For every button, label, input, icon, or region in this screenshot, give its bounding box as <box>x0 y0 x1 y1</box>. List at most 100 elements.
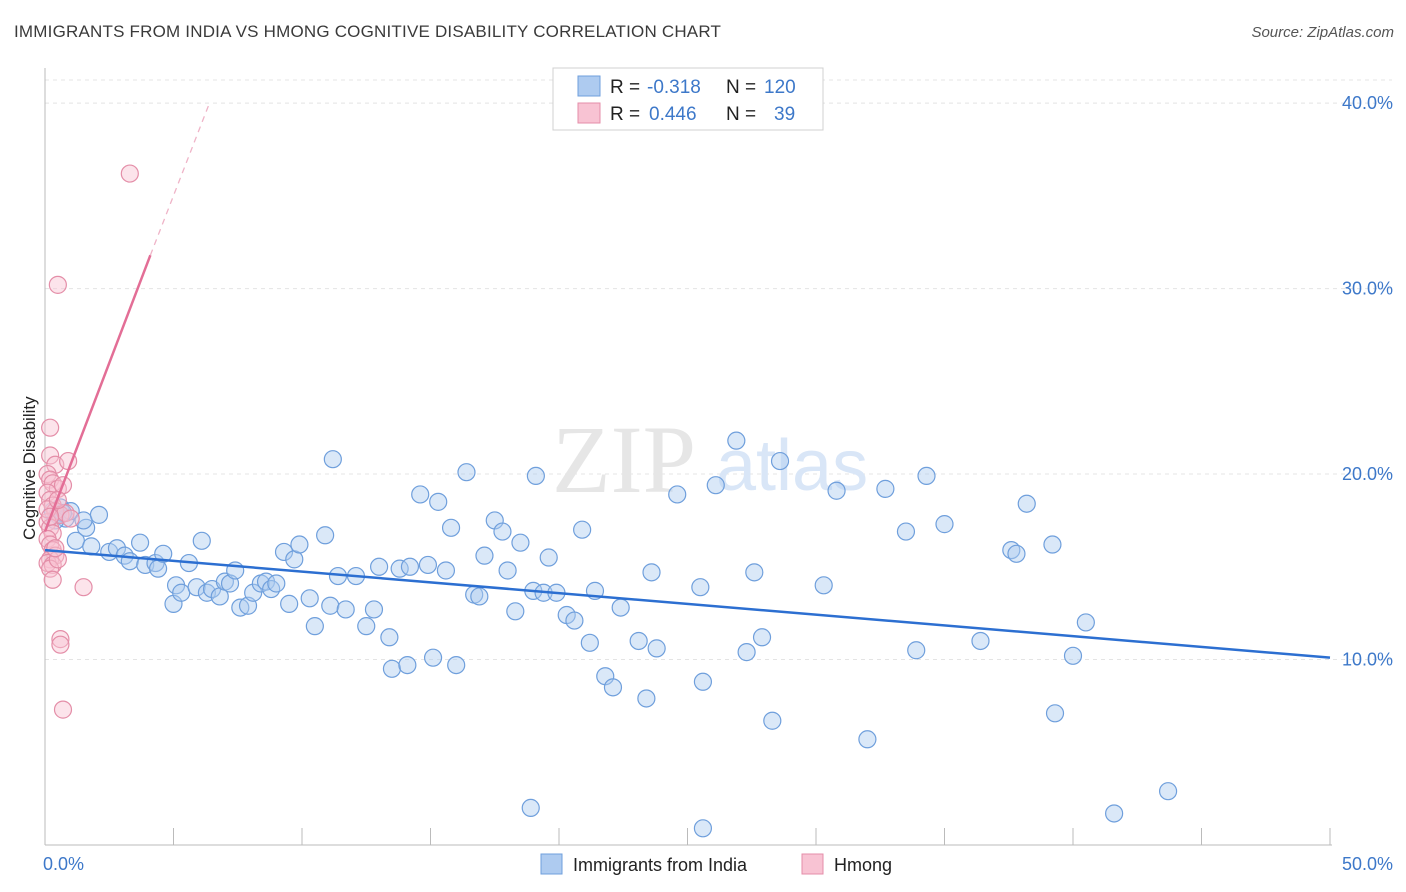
india-point-15 <box>120 552 139 571</box>
india-point-8 <box>77 518 96 537</box>
india-point-69 <box>470 587 489 606</box>
bottom-legend-swatch-hmong <box>801 853 824 875</box>
bottom-legend-label-hmong: Hmong <box>834 855 892 875</box>
legend-r-value-hmong: 0.446 <box>649 104 697 125</box>
india-point-87 <box>603 678 623 697</box>
hmong-point-1 <box>48 275 67 294</box>
hmong-point-3 <box>41 446 60 465</box>
india-point-91 <box>642 563 661 582</box>
india-point-95 <box>693 672 713 691</box>
y-tick-labels: 10.0% 20.0% 30.0% 40.0% <box>1342 93 1393 669</box>
india-point-46 <box>316 526 335 545</box>
india-point-16 <box>130 533 150 552</box>
data-points <box>38 164 1178 838</box>
india-point-20 <box>154 544 173 563</box>
india-point-79 <box>539 548 558 567</box>
india-point-56 <box>382 659 402 678</box>
legend-n-label-india: N = <box>726 77 756 98</box>
india-point-119 <box>521 798 540 818</box>
hmong-point-30 <box>74 578 93 597</box>
watermark-atlas: atlas <box>716 426 868 506</box>
india-point-118 <box>1076 613 1095 632</box>
india-point-100 <box>752 628 772 647</box>
india-point-35 <box>244 583 263 602</box>
india-point-101 <box>763 711 782 730</box>
india-point-121 <box>1105 804 1124 823</box>
hmong-point-16 <box>61 509 80 528</box>
india-point-73 <box>498 561 517 580</box>
india-point-122 <box>1158 782 1178 801</box>
india-point-49 <box>336 600 355 619</box>
india-point-64 <box>436 561 456 580</box>
source-label: Source: ZipAtlas.com <box>1251 24 1394 41</box>
india-point-77 <box>526 466 545 486</box>
x-tick-label-min: 0.0% <box>43 854 84 874</box>
india-point-55 <box>380 628 399 647</box>
india-point-105 <box>858 730 877 749</box>
hmong-point-33 <box>53 700 73 719</box>
india-point-60 <box>411 485 430 504</box>
india-point-58 <box>398 655 417 675</box>
india-point-51 <box>323 450 342 469</box>
india-point-116 <box>1045 704 1065 723</box>
india-point-113 <box>1007 544 1026 563</box>
india-point-41 <box>280 594 299 613</box>
hmong-point-32 <box>51 635 70 654</box>
india-point-84 <box>580 633 599 652</box>
india-point-103 <box>814 576 833 595</box>
hmong-point-36 <box>46 539 65 558</box>
india-point-70 <box>475 546 494 565</box>
india-point-107 <box>896 522 916 541</box>
india-point-63 <box>429 492 448 511</box>
india-point-62 <box>423 648 443 667</box>
india-point-39 <box>267 574 286 593</box>
y-tick-label-2: 30.0% <box>1342 279 1393 299</box>
india-point-43 <box>290 535 309 554</box>
india-point-40 <box>274 542 294 562</box>
india-point-61 <box>418 555 438 575</box>
india-point-98 <box>737 643 756 662</box>
india-point-97 <box>727 431 746 450</box>
india-point-67 <box>457 463 476 482</box>
india-point-47 <box>321 596 340 615</box>
y-tick-label-1: 20.0% <box>1342 464 1393 484</box>
india-point-94 <box>691 578 710 597</box>
legend-r-value-india: -0.318 <box>647 77 701 98</box>
india-point-114 <box>1017 494 1036 513</box>
india-point-45 <box>305 617 324 636</box>
india-point-108 <box>907 641 926 660</box>
grid-lines <box>45 79 1392 661</box>
india-point-82 <box>565 611 584 630</box>
india-point-75 <box>511 533 530 552</box>
y-axis-label: Cognitive Disability <box>20 396 39 540</box>
india-point-44 <box>300 589 319 608</box>
india-point-23 <box>172 583 191 602</box>
x-tick-labels: 0.0% 50.0% <box>43 854 1393 874</box>
india-point-102 <box>770 451 790 471</box>
legend-n-value-hmong: 39 <box>774 104 795 125</box>
india-point-111 <box>971 631 990 651</box>
trend-lines <box>43 102 1331 659</box>
india-point-26 <box>192 531 211 550</box>
india-point-120 <box>693 819 713 838</box>
correlation-legend: R = -0.318 N = 120 R = 0.446 N = 39 <box>552 67 824 131</box>
bottom-legend-swatch-india <box>540 853 563 875</box>
india-point-88 <box>611 598 630 617</box>
series-0 <box>43 431 1178 838</box>
watermark-zip: ZIP <box>552 406 696 513</box>
india-point-10 <box>89 505 109 524</box>
india-point-110 <box>935 515 954 534</box>
india-point-115 <box>1043 535 1062 554</box>
india-point-99 <box>745 563 764 582</box>
india-point-74 <box>506 602 525 621</box>
chart-title: IMMIGRANTS FROM INDIA VS HMONG COGNITIVE… <box>14 22 722 41</box>
series-1 <box>38 164 139 719</box>
bottom-legend-label-india: Immigrants from India <box>573 855 748 875</box>
india-point-104 <box>827 481 846 500</box>
india-point-38 <box>262 579 281 599</box>
india-point-66 <box>447 655 466 675</box>
india-point-90 <box>637 689 656 708</box>
trend-line-0 <box>44 548 1331 659</box>
hmong-point-31 <box>51 630 70 649</box>
